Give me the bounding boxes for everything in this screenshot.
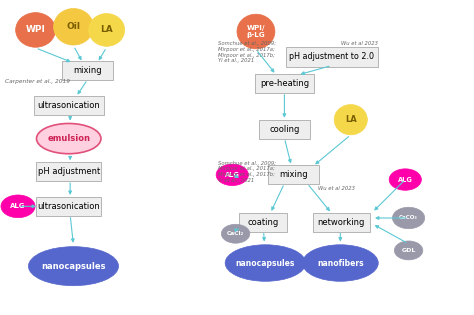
- Ellipse shape: [225, 245, 306, 281]
- Ellipse shape: [302, 245, 378, 281]
- Text: pH adjustment: pH adjustment: [37, 167, 100, 176]
- Text: nanocapsules: nanocapsules: [236, 259, 295, 267]
- Ellipse shape: [16, 13, 55, 47]
- Text: GDL: GDL: [401, 248, 416, 253]
- Text: Oil: Oil: [66, 22, 81, 31]
- Ellipse shape: [334, 105, 367, 135]
- Text: ALG: ALG: [10, 203, 26, 209]
- Ellipse shape: [54, 9, 93, 45]
- Text: pH adjustment to 2.0: pH adjustment to 2.0: [289, 52, 374, 61]
- Text: LA: LA: [345, 115, 356, 124]
- Text: coating: coating: [247, 218, 279, 226]
- FancyBboxPatch shape: [268, 165, 319, 184]
- Text: nanofibers: nanofibers: [317, 259, 364, 267]
- Text: Wu et al 2023: Wu et al 2023: [318, 186, 355, 191]
- Text: Somchue et al., 2009;
Mirpoor et al., 2017a;
Mirpoor et al., 2017b;
Yi et al., 2: Somchue et al., 2009; Mirpoor et al., 20…: [218, 161, 276, 183]
- FancyBboxPatch shape: [255, 74, 314, 93]
- Text: WPI: WPI: [26, 26, 46, 34]
- Circle shape: [392, 207, 425, 229]
- Text: mixing: mixing: [73, 66, 102, 75]
- Text: ALG: ALG: [398, 176, 413, 183]
- Text: Somchue et al., 2009;
Mirpoor et al., 2017a;
Mirpoor et al., 2017b;
Yi et al., 2: Somchue et al., 2009; Mirpoor et al., 20…: [218, 41, 276, 63]
- Circle shape: [389, 169, 421, 190]
- FancyBboxPatch shape: [62, 61, 113, 80]
- Text: ultrasonication: ultrasonication: [37, 101, 100, 110]
- FancyBboxPatch shape: [286, 47, 377, 67]
- Text: CaCO₃: CaCO₃: [399, 215, 418, 220]
- Circle shape: [221, 224, 250, 243]
- FancyBboxPatch shape: [34, 96, 104, 115]
- FancyBboxPatch shape: [238, 213, 287, 232]
- Text: Carpenter et al., 2019: Carpenter et al., 2019: [5, 79, 70, 84]
- Text: pre-heating: pre-heating: [260, 79, 309, 88]
- Text: nanocapsules: nanocapsules: [41, 262, 106, 271]
- FancyBboxPatch shape: [36, 197, 101, 216]
- Circle shape: [216, 164, 248, 186]
- Ellipse shape: [28, 247, 118, 286]
- FancyBboxPatch shape: [259, 120, 310, 139]
- FancyBboxPatch shape: [313, 213, 370, 232]
- FancyBboxPatch shape: [36, 162, 101, 181]
- Text: cooling: cooling: [269, 125, 300, 134]
- Text: ultrasonication: ultrasonication: [37, 202, 100, 211]
- Text: WPI/
β-LG: WPI/ β-LG: [246, 25, 265, 38]
- Text: networking: networking: [318, 218, 365, 226]
- Ellipse shape: [36, 123, 101, 154]
- Text: emulsion: emulsion: [47, 134, 90, 143]
- Text: mixing: mixing: [280, 170, 308, 179]
- Circle shape: [394, 241, 423, 260]
- Text: CaCl₂: CaCl₂: [227, 231, 244, 236]
- Text: Wu et al 2023: Wu et al 2023: [341, 41, 378, 46]
- Text: LA: LA: [100, 26, 113, 34]
- Circle shape: [1, 195, 35, 218]
- Ellipse shape: [89, 14, 125, 46]
- Ellipse shape: [237, 14, 275, 49]
- Text: ALG: ALG: [225, 172, 240, 178]
